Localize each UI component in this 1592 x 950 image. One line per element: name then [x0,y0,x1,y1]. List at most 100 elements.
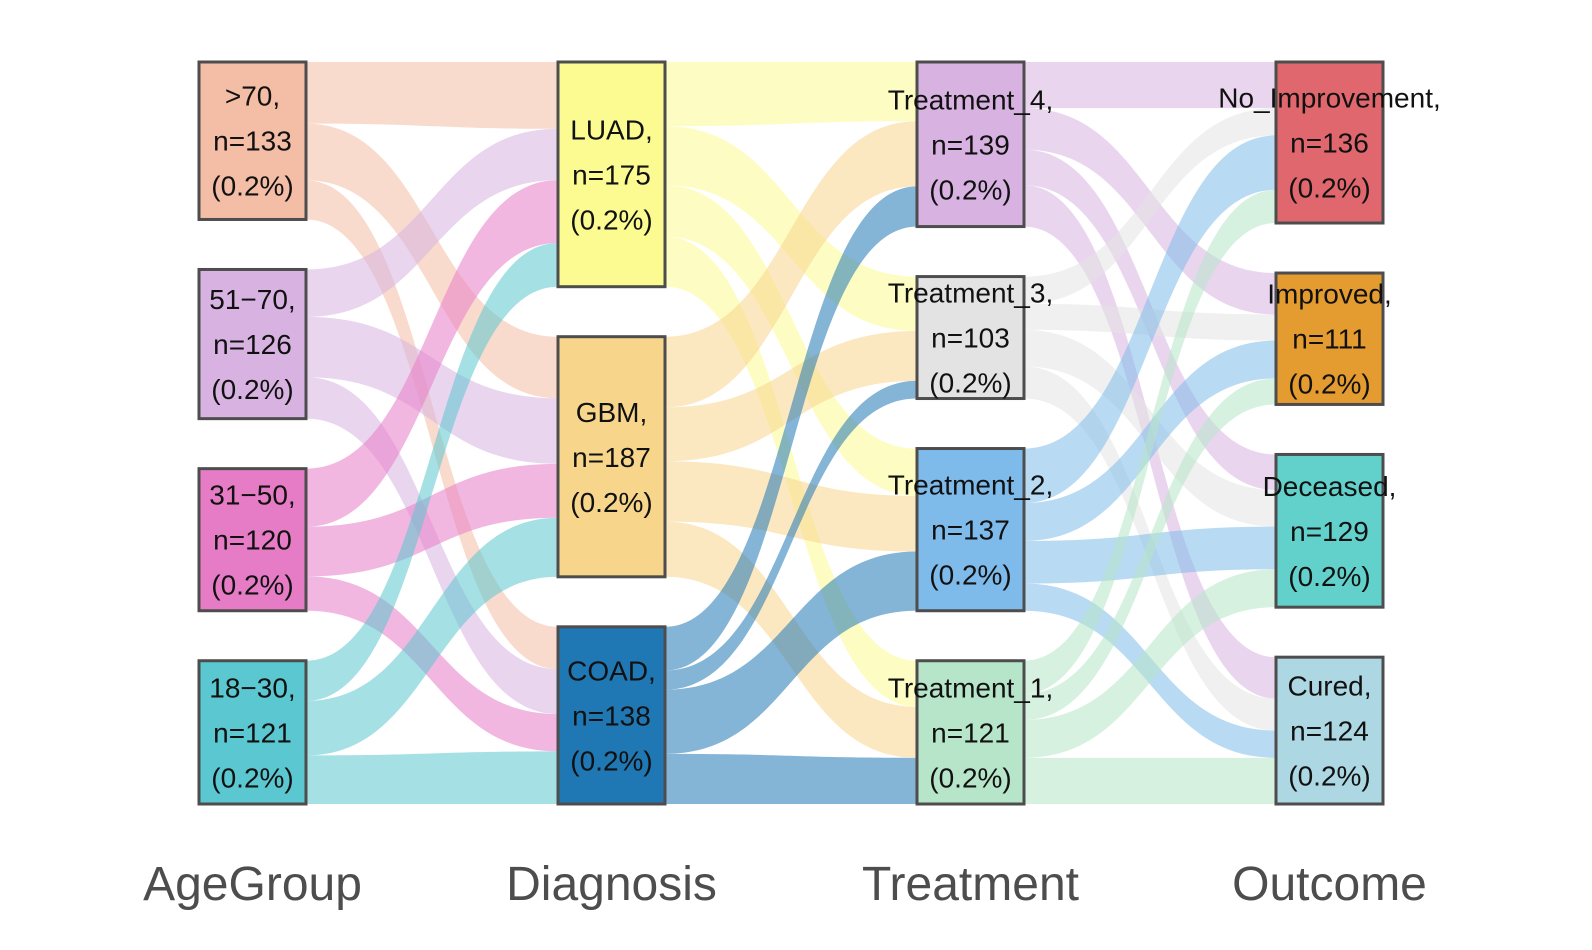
axis-label-agegroup: AgeGroup [143,858,362,911]
node-improved: Improved, n=111 (0.2%) [1267,271,1392,406]
node-rect-cured [1274,655,1385,806]
node-rect-51-70 [197,267,308,421]
node-label-improved-2: n=111 [1292,324,1366,355]
node-cured: Cured, n=124 (0.2%) [1274,655,1385,806]
flow-coad-to-treatment-3 [665,380,917,690]
flow-gbm-to-treatment-3 [665,331,917,462]
node-rect-improved [1274,271,1385,406]
node-treatment-2: Treatment_2, n=137 (0.2%) [888,447,1053,613]
flow-coad-to-treatment-2 [665,551,917,754]
node-label-coad-1: COAD, [567,655,656,686]
flow-18-30-to-coad [306,751,558,804]
node-label-treatment-2-1: Treatment_2, [888,470,1053,501]
node-18-30: 18−30, n=121 (0.2%) [197,659,308,806]
node-label-treatment-1-1: Treatment_1, [888,672,1053,703]
node-label-31-50-2: n=120 [213,525,292,556]
node-label-31-50-1: 31−50, [209,480,295,511]
node-label-no-improvement-3: (0.2%) [1288,173,1370,204]
node-luad: LUAD, n=175 (0.2%) [556,60,667,289]
node-deceased: Deceased, n=129 (0.2%) [1263,452,1397,609]
node-70: >70, n=133 (0.2%) [197,60,308,221]
node-label-coad-2: n=138 [572,700,651,731]
node-label-deceased-1: Deceased, [1263,471,1397,502]
flow-51-70-to-luad [306,128,558,317]
flows-layer [306,62,1276,804]
flow-treatment-1-to-no-improvement [1024,189,1276,694]
node-treatment-4: Treatment_4, n=139 (0.2%) [888,60,1053,229]
node-label-luad-3: (0.2%) [570,204,652,235]
node-label-31-50-3: (0.2%) [211,570,293,601]
flow-gbm-to-treatment-2 [665,461,917,552]
node-label-treatment-3-3: (0.2%) [929,368,1011,399]
flow-70-to-coad [306,180,558,670]
flow-luad-to-treatment-2 [665,185,917,496]
node-label-treatment-4-1: Treatment_4, [888,84,1053,115]
node-51-70: 51−70, n=126 (0.2%) [197,267,308,421]
node-rect-treatment-3 [915,275,1026,401]
flow-treatment-1-to-cured [1024,757,1276,804]
node-label-deceased-3: (0.2%) [1288,561,1370,592]
node-label-treatment-2-3: (0.2%) [929,560,1011,591]
node-label-treatment-2-2: n=137 [931,515,1010,546]
flow-treatment-2-to-no-improvement [1024,135,1276,503]
node-label-no-improvement-2: n=136 [1290,128,1369,159]
flow-51-70-to-gbm [306,316,558,464]
node-label-70-1: >70, [225,81,280,112]
flow-31-50-to-luad [306,180,558,527]
node-rect-treatment-2 [915,447,1026,613]
node-label-cured-2: n=124 [1290,716,1369,747]
node-rect-no-improvement [1274,60,1385,225]
axis-label-treatment: Treatment [862,858,1079,911]
node-label-gbm-2: n=187 [572,442,651,473]
flow-70-to-luad [306,62,558,129]
node-rect-treatment-4 [915,60,1026,229]
node-label-deceased-2: n=129 [1290,516,1369,547]
node-label-70-2: n=133 [213,126,292,157]
node-rect-gbm [556,335,667,579]
flow-31-50-to-gbm [306,463,558,577]
node-31-50: 31−50, n=120 (0.2%) [197,467,308,613]
flow-18-30-to-gbm [306,517,558,756]
node-label-luad-2: n=175 [572,159,651,190]
flow-luad-to-treatment-4 [665,62,917,127]
node-label-51-70-3: (0.2%) [211,374,293,405]
flow-treatment-4-to-no-improvement [1024,62,1276,109]
flow-18-30-to-luad [306,243,558,701]
node-rect-coad [556,625,667,806]
node-label-18-30-2: n=121 [213,717,292,748]
node-rect-luad [556,60,667,289]
node-label-51-70-1: 51−70, [209,284,295,315]
node-label-treatment-4-2: n=139 [931,129,1010,160]
node-label-18-30-1: 18−30, [209,672,295,703]
node-gbm: GBM, n=187 (0.2%) [556,335,667,579]
flow-gbm-to-treatment-4 [665,121,917,408]
node-label-treatment-3-1: Treatment_3, [888,278,1053,309]
node-rect-70 [197,60,308,221]
node-label-treatment-1-3: (0.2%) [929,762,1011,793]
node-treatment-3: Treatment_3, n=103 (0.2%) [888,275,1053,401]
node-label-luad-1: LUAD, [570,114,652,145]
node-label-cured-3: (0.2%) [1288,761,1370,792]
node-label-treatment-3-2: n=103 [931,323,1010,354]
node-label-gbm-3: (0.2%) [570,487,652,518]
node-rect-18-30 [197,659,308,806]
node-treatment-1: Treatment_1, n=121 (0.2%) [888,659,1053,806]
flow-treatment-1-to-deceased [1024,569,1276,758]
node-label-gbm-1: GBM, [576,397,648,428]
node-label-improved-1: Improved, [1267,279,1392,310]
node-label-improved-3: (0.2%) [1288,369,1370,400]
node-no-improvement: No_Improvement, n=136 (0.2%) [1218,60,1441,225]
flow-treatment-1-to-improved [1024,378,1276,720]
node-rect-treatment-1 [915,659,1026,806]
node-label-no-improvement-1: No_Improvement, [1218,83,1441,114]
node-coad: COAD, n=138 (0.2%) [556,625,667,806]
node-label-51-70-2: n=126 [213,329,292,360]
flow-luad-to-treatment-1 [665,236,917,707]
axis-label-outcome: Outcome [1232,858,1427,911]
flow-coad-to-treatment-4 [665,186,917,671]
flow-luad-to-treatment-3 [665,126,917,332]
node-label-cured-1: Cured, [1287,671,1371,702]
flow-coad-to-treatment-1 [665,753,917,804]
